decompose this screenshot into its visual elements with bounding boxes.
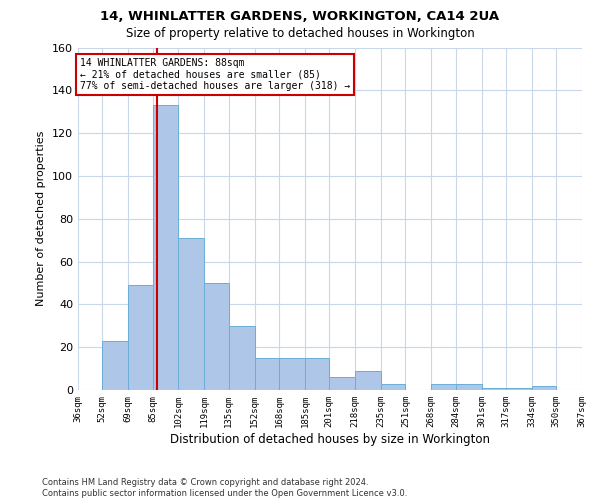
Bar (305, 358, 329, 390)
Text: 14 WHINLATTER GARDENS: 88sqm
← 21% of detached houses are smaller (85)
77% of se: 14 WHINLATTER GARDENS: 88sqm ← 21% of de… (80, 58, 350, 92)
Bar (482, 388, 506, 390)
Bar (532, 386, 556, 390)
Text: Contains HM Land Registry data © Crown copyright and database right 2024.
Contai: Contains HM Land Registry data © Crown c… (42, 478, 407, 498)
Bar (381, 384, 406, 390)
Bar (279, 358, 305, 390)
Bar (229, 326, 254, 390)
X-axis label: Distribution of detached houses by size in Workington: Distribution of detached houses by size … (170, 432, 490, 446)
Y-axis label: Number of detached properties: Number of detached properties (37, 131, 46, 306)
Bar (355, 370, 381, 390)
Bar (152, 106, 178, 390)
Bar (455, 384, 482, 390)
Bar (431, 384, 455, 390)
Bar (329, 377, 355, 390)
Text: 14, WHINLATTER GARDENS, WORKINGTON, CA14 2UA: 14, WHINLATTER GARDENS, WORKINGTON, CA14… (100, 10, 500, 23)
Bar (506, 388, 532, 390)
Text: Size of property relative to detached houses in Workington: Size of property relative to detached ho… (125, 28, 475, 40)
Bar (128, 285, 152, 390)
Bar (254, 358, 279, 390)
Bar (205, 283, 229, 390)
Bar (103, 341, 128, 390)
Bar (178, 238, 205, 390)
